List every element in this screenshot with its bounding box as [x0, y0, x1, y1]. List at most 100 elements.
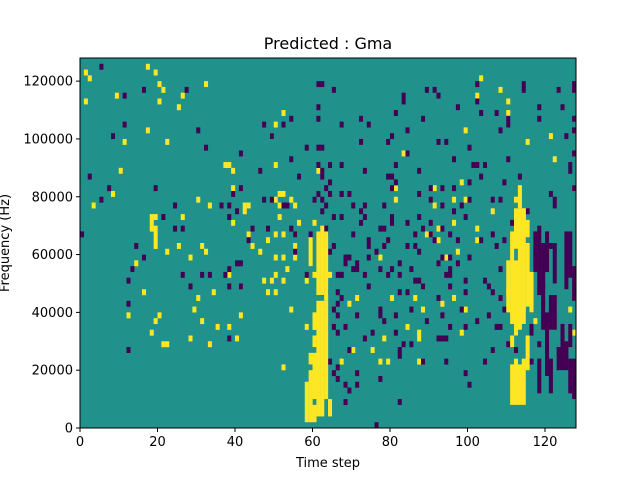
- heatmap-band-high: [316, 231, 321, 296]
- heatmap-cell-low: [343, 381, 348, 388]
- heatmap-cell-high: [525, 138, 530, 145]
- heatmap-cell-low: [514, 347, 519, 353]
- heatmap-cell-high: [200, 318, 205, 325]
- heatmap-cell-low: [262, 121, 267, 128]
- heatmap-band-high: [308, 370, 313, 423]
- heatmap-cell-low: [339, 271, 344, 278]
- heatmap-cell-low: [316, 190, 321, 197]
- heatmap-cell-high: [114, 92, 119, 99]
- heatmap-cell-high: [572, 329, 577, 336]
- heatmap-cell-high: [378, 254, 383, 261]
- heatmap-cell-low: [386, 173, 391, 180]
- heatmap-cell-low: [180, 225, 185, 232]
- heatmap-band-low: [548, 358, 553, 394]
- heatmap-cell-low: [529, 323, 534, 330]
- heatmap-cell-low: [289, 225, 294, 232]
- heatmap-cell-low: [448, 323, 453, 330]
- heatmap-band-high: [320, 225, 325, 296]
- heatmap-band-low: [572, 358, 577, 400]
- heatmap-cell-low: [463, 370, 468, 377]
- heatmap-band-high: [506, 260, 511, 313]
- heatmap-cell-high: [161, 86, 166, 93]
- heatmap-cell-high: [207, 341, 212, 348]
- heatmap-cell-low: [409, 306, 414, 313]
- heatmap-cell-high: [393, 196, 398, 203]
- heatmap-cell-low: [235, 260, 240, 267]
- heatmap-cell-low: [506, 115, 511, 122]
- heatmap-band-high: [316, 300, 321, 417]
- heatmap-cell-high: [277, 214, 282, 221]
- heatmap-cell-high: [312, 271, 317, 278]
- heatmap-cell-high: [111, 190, 116, 197]
- heatmap-cell-low: [374, 248, 379, 255]
- heatmap-cell-low: [529, 329, 534, 336]
- heatmap-cell-low: [200, 271, 205, 278]
- heatmap-cell-low: [463, 289, 468, 296]
- heatmap-cell-low: [266, 225, 271, 232]
- heatmap-cell-low: [440, 335, 445, 342]
- y-axis: 0 20000 40000 60000 80000 100000 120000: [23, 75, 80, 437]
- heatmap-cell-low: [479, 110, 484, 116]
- heatmap-cell-low: [490, 196, 495, 203]
- heatmap-cell-low: [413, 243, 418, 249]
- heatmap-cell-high: [118, 167, 123, 174]
- heatmap-band-low: [545, 312, 550, 376]
- heatmap-band-high: [521, 208, 526, 238]
- heatmap-cell-low: [494, 243, 499, 249]
- heatmap-cell-low: [374, 422, 379, 429]
- heatmap-cell-high: [436, 237, 441, 244]
- heatmap-cell-low: [316, 81, 321, 88]
- heatmap-cell-low: [362, 271, 367, 278]
- y-tick-label: 0: [65, 422, 73, 437]
- heatmap-cell-low: [366, 121, 371, 128]
- heatmap-cell-high: [153, 69, 158, 76]
- heatmap-cell-high: [242, 202, 247, 209]
- heatmap-cell-low: [428, 185, 433, 192]
- heatmap-cell-low: [397, 399, 402, 406]
- heatmap-cell-low: [502, 179, 507, 186]
- heatmap-cell-high: [188, 254, 193, 261]
- heatmap-cell-low: [362, 167, 367, 174]
- heatmap-cell-high: [459, 329, 464, 336]
- heatmap-cell-low: [560, 104, 565, 111]
- heatmap-cell-low: [366, 237, 371, 244]
- x-tick-label: 60: [304, 435, 321, 450]
- heatmap-cell-low: [552, 196, 557, 203]
- heatmap-cell-high: [452, 196, 457, 203]
- heatmap-cell-high: [281, 231, 286, 238]
- heatmap-cell-low: [459, 306, 464, 313]
- heatmap-cell-low: [401, 92, 406, 99]
- heatmap-cell-low: [359, 138, 364, 145]
- heatmap-cell-low: [362, 335, 367, 342]
- heatmap-cell-low: [359, 115, 364, 122]
- heatmap-cell-low: [223, 271, 228, 278]
- heatmap-cells: [80, 63, 577, 429]
- heatmap-cell-low: [440, 185, 445, 192]
- heatmap-cell-low: [126, 277, 131, 284]
- heatmap-cell-low: [556, 86, 561, 93]
- heatmap-band-low: [564, 341, 569, 371]
- heatmap-cell-high: [227, 162, 232, 168]
- heatmap-cell-high: [281, 254, 286, 261]
- heatmap-cell-high: [145, 63, 150, 70]
- heatmap-cell-low: [331, 306, 336, 313]
- heatmap-cell-high: [227, 323, 232, 330]
- heatmap-cell-low: [328, 179, 333, 186]
- heatmap-cell-low: [111, 133, 116, 140]
- heatmap-cell-high: [273, 254, 278, 261]
- heatmap-cell-low: [498, 127, 503, 134]
- heatmap-cell-low: [479, 173, 484, 180]
- heatmap-cell-high: [142, 289, 147, 296]
- heatmap-cell-high: [273, 271, 278, 278]
- heatmap-band-low: [533, 231, 538, 272]
- heatmap-band-low: [568, 323, 573, 348]
- heatmap-cell-low: [552, 202, 557, 209]
- heatmap-cell-low: [343, 323, 348, 330]
- heatmap-band-low: [564, 231, 569, 290]
- heatmap-cell-high: [91, 202, 96, 209]
- heatmap-cell-high: [475, 92, 480, 99]
- heatmap-cell-high: [386, 358, 391, 365]
- heatmap-cell-low: [324, 202, 329, 209]
- heatmap-cell-low: [355, 370, 360, 377]
- heatmap-cell-low: [393, 110, 398, 116]
